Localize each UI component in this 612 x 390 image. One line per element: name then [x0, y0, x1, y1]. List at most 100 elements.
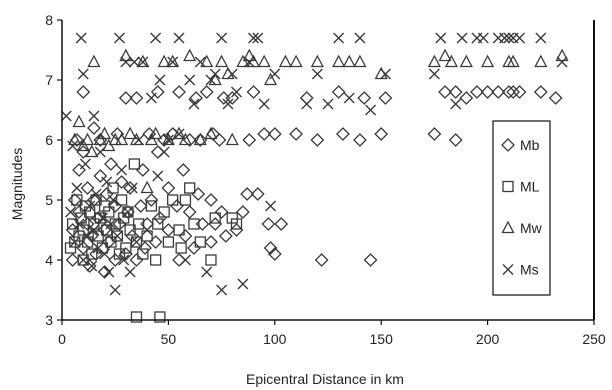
data-point-mb — [448, 133, 463, 147]
data-point-mb — [72, 163, 86, 177]
data-point-ms — [60, 110, 72, 122]
data-point-mb — [129, 91, 144, 105]
data-point-mb — [195, 217, 210, 231]
legend-label-ml: ML — [520, 179, 540, 195]
data-point-mb — [169, 199, 184, 213]
data-point-ml — [209, 212, 221, 224]
data-point-mb — [104, 157, 118, 171]
data-point-ms — [86, 260, 98, 272]
data-point-mb — [108, 199, 123, 213]
data-point-mb — [242, 133, 257, 147]
x-tick-label: 50 — [161, 331, 177, 347]
data-point-ml — [167, 194, 179, 206]
data-point-mb — [87, 121, 101, 135]
data-point-ms — [124, 266, 136, 278]
data-point-ms — [84, 200, 96, 212]
data-point-mb — [357, 91, 372, 105]
data-point-mw — [183, 48, 197, 62]
data-point-ms — [535, 32, 547, 44]
data-point-mw — [102, 138, 116, 152]
data-point-ml — [226, 212, 238, 224]
data-point-ml — [145, 200, 158, 212]
data-point-ml — [94, 212, 106, 224]
y-tick-label: 7 — [45, 72, 53, 88]
data-point-mw — [97, 126, 112, 140]
data-point-mw — [193, 132, 207, 146]
data-point-mw — [506, 54, 520, 68]
data-point-mw — [144, 132, 158, 146]
legend-marker-ml — [502, 180, 514, 193]
data-point-ms — [194, 56, 206, 68]
data-point-mb — [548, 91, 563, 105]
data-point-mw — [140, 180, 154, 194]
data-point-mw — [438, 48, 452, 62]
y-tick-label: 6 — [45, 132, 53, 148]
data-point-mb — [274, 217, 289, 231]
data-point-mb — [80, 217, 95, 231]
data-point-mb — [263, 241, 278, 255]
data-point-ms — [96, 212, 108, 224]
x-tick-label: 100 — [263, 331, 287, 347]
data-point-mb — [193, 133, 208, 147]
data-point-ms — [65, 206, 77, 218]
data-point-mb — [76, 241, 91, 255]
data-point-ml — [115, 194, 128, 206]
data-point-ms — [179, 254, 191, 266]
data-point-ms — [75, 32, 87, 44]
data-point-ml — [158, 206, 170, 218]
data-point-mw — [534, 54, 548, 68]
data-point-mb — [138, 241, 152, 255]
data-point-mw — [200, 54, 214, 68]
data-point-ml — [90, 194, 102, 206]
data-point-ms — [216, 32, 228, 44]
data-point-ml — [105, 236, 117, 248]
y-tick-label: 3 — [45, 312, 53, 328]
data-point-ms — [269, 68, 281, 80]
data-point-mb — [80, 181, 95, 195]
data-point-ml — [86, 248, 98, 260]
data-point-ms — [116, 164, 128, 176]
data-point-mb — [353, 133, 367, 147]
legend-item-ms: Ms — [502, 262, 539, 278]
data-point-ml — [113, 248, 126, 260]
data-point-ml — [154, 311, 166, 323]
data-point-mb — [161, 181, 176, 195]
x-tick-label: 200 — [476, 331, 500, 347]
data-point-ms — [94, 146, 106, 158]
data-point-ms — [184, 74, 196, 86]
x-axis-title: Epicentral Distance in km — [246, 371, 404, 387]
data-point-ms — [252, 32, 264, 44]
data-point-mb — [176, 163, 191, 177]
data-point-ms — [222, 98, 234, 110]
data-point-ms — [145, 92, 157, 104]
data-point-mb — [480, 85, 495, 99]
data-point-ml — [152, 218, 164, 230]
data-point-ms — [137, 56, 149, 68]
data-point-mw — [444, 54, 458, 68]
data-point-mw — [166, 54, 180, 68]
data-point-mb — [161, 223, 176, 237]
data-point-mb — [172, 85, 186, 99]
data-point-ms — [120, 56, 132, 68]
data-point-mw — [263, 72, 278, 86]
data-point-ms — [69, 236, 81, 248]
data-point-mw — [93, 132, 107, 146]
data-point-mw — [123, 126, 137, 140]
data-point-ms — [113, 32, 125, 44]
data-point-ms — [133, 134, 145, 146]
data-point-mw — [289, 54, 303, 68]
data-point-mw — [236, 54, 250, 68]
data-point-ms — [209, 68, 221, 80]
data-point-ms — [311, 68, 323, 80]
data-point-mb — [261, 217, 276, 231]
data-point-ml — [130, 311, 143, 323]
data-point-ms — [231, 86, 242, 98]
data-point-mb — [289, 127, 303, 141]
data-point-ml — [179, 194, 192, 206]
data-point-mb — [250, 187, 265, 201]
data-point-ms — [103, 266, 115, 278]
data-point-ml — [66, 218, 79, 230]
data-point-ms — [456, 32, 468, 44]
data-point-ms — [109, 284, 121, 296]
data-point-mb — [240, 187, 255, 201]
